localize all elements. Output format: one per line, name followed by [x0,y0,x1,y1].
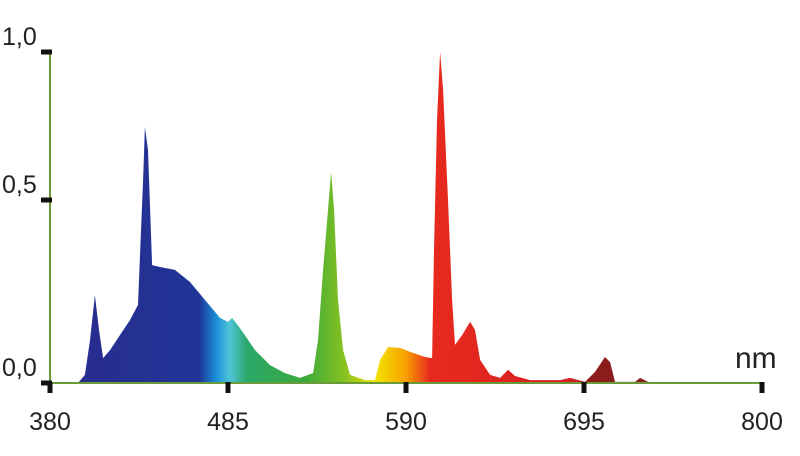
spectrum-area [50,52,762,383]
x-tick-label: 380 [29,408,71,436]
x-tick-mark [403,382,409,393]
x-tick-mark [759,382,765,393]
y-tick-mark [41,380,52,386]
x-axis-label: nm [735,342,777,375]
x-tick-label: 800 [741,408,783,436]
y-tick-label: 1,0 [2,23,37,51]
y-tick-label: 0,5 [2,171,37,199]
x-tick-mark [581,382,587,393]
y-tick-mark [41,49,52,55]
x-tick-mark [47,382,53,393]
x-tick-label: 695 [563,408,605,436]
x-tick-mark [225,382,231,393]
x-tick-label: 485 [207,408,249,436]
y-tick-mark [41,197,52,203]
y-tick-label: 0,0 [2,354,37,382]
x-tick-label: 590 [385,408,427,436]
